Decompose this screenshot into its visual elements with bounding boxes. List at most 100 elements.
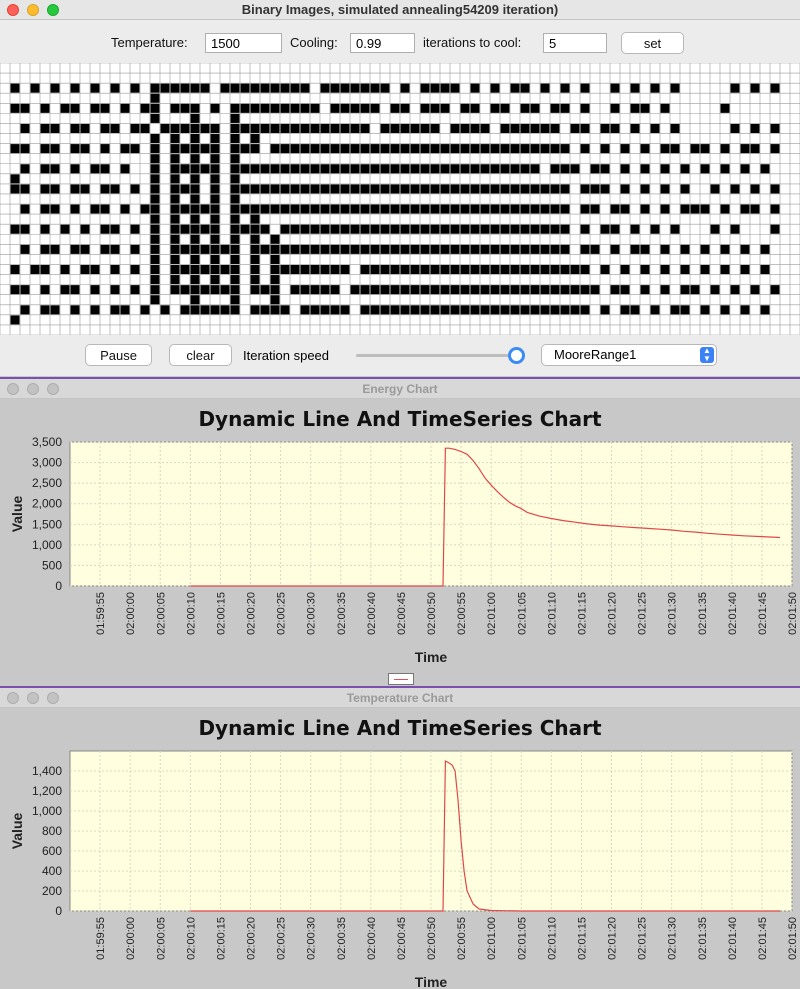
grid-cell-filled[interactable] <box>60 103 70 113</box>
grid-cell-filled[interactable] <box>750 184 760 194</box>
grid-cell-filled[interactable] <box>680 305 690 315</box>
grid-cell-filled[interactable] <box>40 244 50 254</box>
close-icon[interactable] <box>7 383 19 395</box>
grid-cell-filled[interactable] <box>20 285 30 295</box>
grid-cell-filled[interactable] <box>270 184 280 194</box>
grid-cell-filled[interactable] <box>40 224 50 234</box>
grid-cell-filled[interactable] <box>130 144 140 154</box>
grid-cell-filled[interactable] <box>560 164 570 174</box>
grid-cell-filled[interactable] <box>430 204 440 214</box>
grid-cell-filled[interactable] <box>770 83 780 93</box>
grid-cell-filled[interactable] <box>110 285 120 295</box>
grid-cell-filled[interactable] <box>410 244 420 254</box>
grid-cell-filled[interactable] <box>190 184 200 194</box>
grid-cell-filled[interactable] <box>420 184 430 194</box>
grid-cell-filled[interactable] <box>520 244 530 254</box>
temperature-input[interactable] <box>205 33 282 53</box>
grid-cell-filled[interactable] <box>450 123 460 134</box>
grid-cell-filled[interactable] <box>350 164 360 174</box>
grid-cell-filled[interactable] <box>170 144 180 154</box>
grid-cell-filled[interactable] <box>410 285 420 295</box>
grid-cell-filled[interactable] <box>580 224 590 234</box>
grid-cell-filled[interactable] <box>410 204 420 214</box>
grid-cell-filled[interactable] <box>70 123 80 134</box>
grid-cell-filled[interactable] <box>140 103 150 113</box>
grid-cell-filled[interactable] <box>430 224 440 234</box>
grid-cell-filled[interactable] <box>530 244 540 254</box>
grid-cell-filled[interactable] <box>80 184 90 194</box>
grid-cell-filled[interactable] <box>210 123 220 134</box>
grid-cell-filled[interactable] <box>130 123 140 134</box>
grid-cell-filled[interactable] <box>190 254 200 264</box>
grid-cell-filled[interactable] <box>640 103 650 113</box>
grid-cell-filled[interactable] <box>150 194 160 204</box>
grid-cell-filled[interactable] <box>180 123 190 134</box>
grid-cell-filled[interactable] <box>110 224 120 234</box>
grid-cell-filled[interactable] <box>40 184 50 194</box>
grid-cell-filled[interactable] <box>450 264 460 275</box>
grid-cell-filled[interactable] <box>330 305 340 315</box>
grid-cell-filled[interactable] <box>20 244 30 254</box>
grid-cell-filled[interactable] <box>350 123 360 134</box>
grid-cell-filled[interactable] <box>20 224 30 234</box>
grid-cell-filled[interactable] <box>20 184 30 194</box>
grid-cell-filled[interactable] <box>270 83 280 93</box>
grid-cell-filled[interactable] <box>450 164 460 174</box>
grid-cell-filled[interactable] <box>200 285 210 295</box>
grid-cell-filled[interactable] <box>520 123 530 134</box>
grid-cell-filled[interactable] <box>740 305 750 315</box>
grid-cell-filled[interactable] <box>60 264 70 275</box>
grid-cell-filled[interactable] <box>470 144 480 154</box>
grid-cell-filled[interactable] <box>460 103 470 113</box>
grid-cell-filled[interactable] <box>700 264 710 275</box>
grid-cell-filled[interactable] <box>120 144 130 154</box>
grid-cell-filled[interactable] <box>200 204 210 214</box>
grid-cell-filled[interactable] <box>510 123 520 134</box>
grid-cell-filled[interactable] <box>210 134 220 144</box>
grid-cell-filled[interactable] <box>590 164 600 174</box>
grid-cell-filled[interactable] <box>490 144 500 154</box>
grid-cell-filled[interactable] <box>550 164 560 174</box>
grid-cell-filled[interactable] <box>420 164 430 174</box>
grid-cell-filled[interactable] <box>670 224 680 234</box>
grid-cell-filled[interactable] <box>230 214 240 224</box>
grid-cell-filled[interactable] <box>60 285 70 295</box>
grid-cell-filled[interactable] <box>150 234 160 244</box>
grid-cell-filled[interactable] <box>260 224 270 234</box>
grid-cell-filled[interactable] <box>330 244 340 254</box>
grid-cell-filled[interactable] <box>680 204 690 214</box>
grid-cell-filled[interactable] <box>310 285 320 295</box>
grid-cell-filled[interactable] <box>520 285 530 295</box>
grid-cell-filled[interactable] <box>430 264 440 275</box>
grid-cell-filled[interactable] <box>400 305 410 315</box>
grid-cell-filled[interactable] <box>500 144 510 154</box>
grid-cell-filled[interactable] <box>280 164 290 174</box>
grid-cell-filled[interactable] <box>10 103 20 113</box>
grid-cell-filled[interactable] <box>600 144 610 154</box>
grid-cell-filled[interactable] <box>420 244 430 254</box>
grid-cell-filled[interactable] <box>330 103 340 113</box>
grid-cell-filled[interactable] <box>770 204 780 214</box>
grid-cell-filled[interactable] <box>110 244 120 254</box>
grid-cell-filled[interactable] <box>20 305 30 315</box>
grid-cell-filled[interactable] <box>440 224 450 234</box>
grid-cell-filled[interactable] <box>230 194 240 204</box>
grid-cell-filled[interactable] <box>540 123 550 134</box>
grid-cell-filled[interactable] <box>510 285 520 295</box>
grid-cell-filled[interactable] <box>370 184 380 194</box>
grid-cell-filled[interactable] <box>630 103 640 113</box>
grid-cell-filled[interactable] <box>290 83 300 93</box>
grid-cell-filled[interactable] <box>660 264 670 275</box>
grid-cell-filled[interactable] <box>250 264 260 275</box>
grid-cell-filled[interactable] <box>540 264 550 275</box>
grid-cell-filled[interactable] <box>520 204 530 214</box>
grid-cell-filled[interactable] <box>670 123 680 134</box>
grid-cell-filled[interactable] <box>440 264 450 275</box>
grid-cell-filled[interactable] <box>380 123 390 134</box>
grid-cell-filled[interactable] <box>200 244 210 254</box>
grid-cell-filled[interactable] <box>670 144 680 154</box>
grid-cell-filled[interactable] <box>510 244 520 254</box>
grid-cell-filled[interactable] <box>170 184 180 194</box>
grid-cell-filled[interactable] <box>200 264 210 275</box>
grid-cell-filled[interactable] <box>280 103 290 113</box>
